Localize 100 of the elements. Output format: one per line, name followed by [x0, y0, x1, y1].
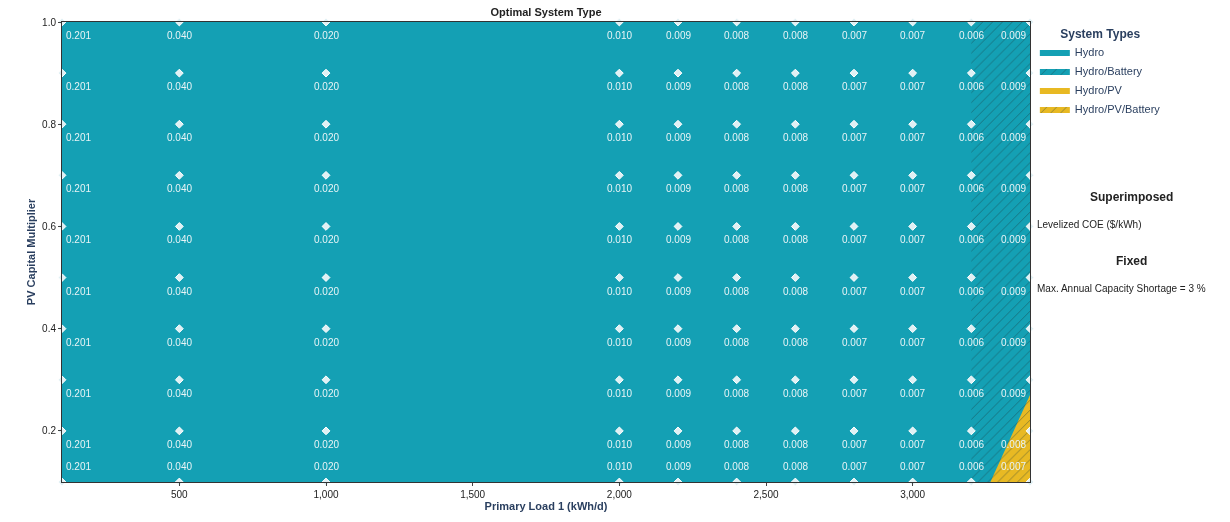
annotation: 0.009	[1001, 388, 1027, 399]
y-tick-label: 0.8	[42, 118, 57, 130]
text: Max. Annual Capacity Shortage = 3 %	[1037, 283, 1206, 294]
point	[908, 170, 918, 180]
legend-title: System Types	[1060, 26, 1141, 41]
point	[849, 273, 859, 282]
point	[174, 375, 184, 385]
chart-title: Optimal System Type	[490, 5, 602, 18]
point	[614, 426, 624, 436]
point	[732, 477, 742, 487]
point	[966, 426, 976, 436]
point	[908, 68, 918, 78]
point	[908, 426, 918, 436]
annotation: 0.201	[66, 337, 92, 348]
point	[174, 273, 184, 282]
text: Superimposed	[1090, 190, 1174, 204]
y-tick-label: 0.4	[42, 323, 57, 335]
point	[849, 375, 859, 385]
annotation: 0.040	[167, 132, 193, 143]
annotation: 0.008	[783, 337, 809, 348]
annotation: 0.020	[314, 286, 340, 297]
annotation: 0.007	[842, 286, 868, 297]
annotation: 0.007	[842, 132, 868, 143]
annotation: 0.040	[167, 388, 193, 399]
point	[57, 273, 67, 282]
point	[614, 68, 624, 78]
point	[849, 426, 859, 436]
annotation: 0.006	[959, 81, 985, 92]
annotation: 0.007	[900, 461, 926, 472]
y-tick-label: 1.0	[42, 16, 57, 28]
annotation: 0.007	[900, 234, 926, 245]
annotation: 0.040	[167, 439, 193, 450]
annotation: 0.040	[167, 234, 193, 245]
annotation: 0.009	[666, 439, 692, 450]
annotation: 0.008	[724, 388, 750, 399]
annotation: 0.010	[607, 234, 633, 245]
annotation: 0.008	[724, 461, 750, 472]
point	[790, 222, 800, 231]
annotation: 0.007	[900, 286, 926, 297]
annotation: 0.201	[66, 461, 92, 472]
point	[966, 170, 976, 180]
point	[849, 119, 859, 129]
point	[966, 68, 976, 78]
point	[790, 273, 800, 282]
x-tick-label: 2,000	[606, 489, 633, 500]
annotation: 0.040	[167, 30, 193, 41]
annotation: 0.007	[842, 30, 868, 41]
annotation: 0.010	[607, 286, 633, 297]
point	[908, 375, 918, 385]
point	[673, 222, 683, 231]
point	[321, 170, 331, 180]
annotation: 0.006	[959, 439, 985, 450]
point	[321, 375, 331, 385]
annotation: 0.010	[607, 388, 633, 399]
annotation: 0.006	[959, 461, 985, 472]
annotation: 0.007	[842, 183, 868, 194]
annotation: 0.008	[724, 183, 750, 194]
point	[57, 170, 67, 180]
annotation: 0.201	[66, 183, 92, 194]
annotation: 0.009	[666, 183, 692, 194]
legend-label: Hydro/Battery	[1074, 65, 1143, 78]
point	[908, 324, 918, 334]
annotation: 0.009	[666, 388, 692, 399]
point	[732, 273, 742, 282]
point	[673, 324, 683, 334]
point	[790, 68, 800, 78]
point	[966, 119, 976, 129]
annotation: 0.008	[724, 30, 750, 41]
point	[614, 222, 624, 231]
annotation: 0.010	[607, 337, 633, 348]
point	[321, 273, 331, 282]
point	[1025, 273, 1035, 282]
point	[673, 170, 683, 180]
annotation: 0.201	[66, 30, 92, 41]
annotation: 0.007	[900, 81, 926, 92]
annotation: 0.008	[783, 286, 809, 297]
annotation: 0.009	[666, 132, 692, 143]
annotation: 0.010	[607, 183, 633, 194]
point	[732, 324, 742, 334]
annotation: 0.008	[724, 132, 750, 143]
y-tick-label: 0.6	[42, 220, 57, 232]
annotation: 0.040	[167, 337, 193, 348]
annotation: 0.009	[1001, 234, 1027, 245]
annotation: 0.020	[314, 30, 340, 41]
annotation: 0.008	[783, 183, 809, 194]
annotation: 0.010	[607, 461, 633, 472]
point	[966, 273, 976, 282]
annotation: 0.008	[783, 30, 809, 41]
annotation: 0.020	[314, 461, 340, 472]
point	[174, 170, 184, 180]
point	[614, 375, 624, 385]
point	[673, 119, 683, 129]
annotation: 0.008	[783, 234, 809, 245]
annotation: 0.007	[1001, 461, 1027, 472]
annotation: 0.020	[314, 81, 340, 92]
point	[908, 222, 918, 231]
annotation: 0.007	[900, 388, 926, 399]
annotation: 0.008	[724, 439, 750, 450]
annotation: 0.006	[959, 30, 985, 41]
annotation: 0.201	[66, 439, 92, 450]
